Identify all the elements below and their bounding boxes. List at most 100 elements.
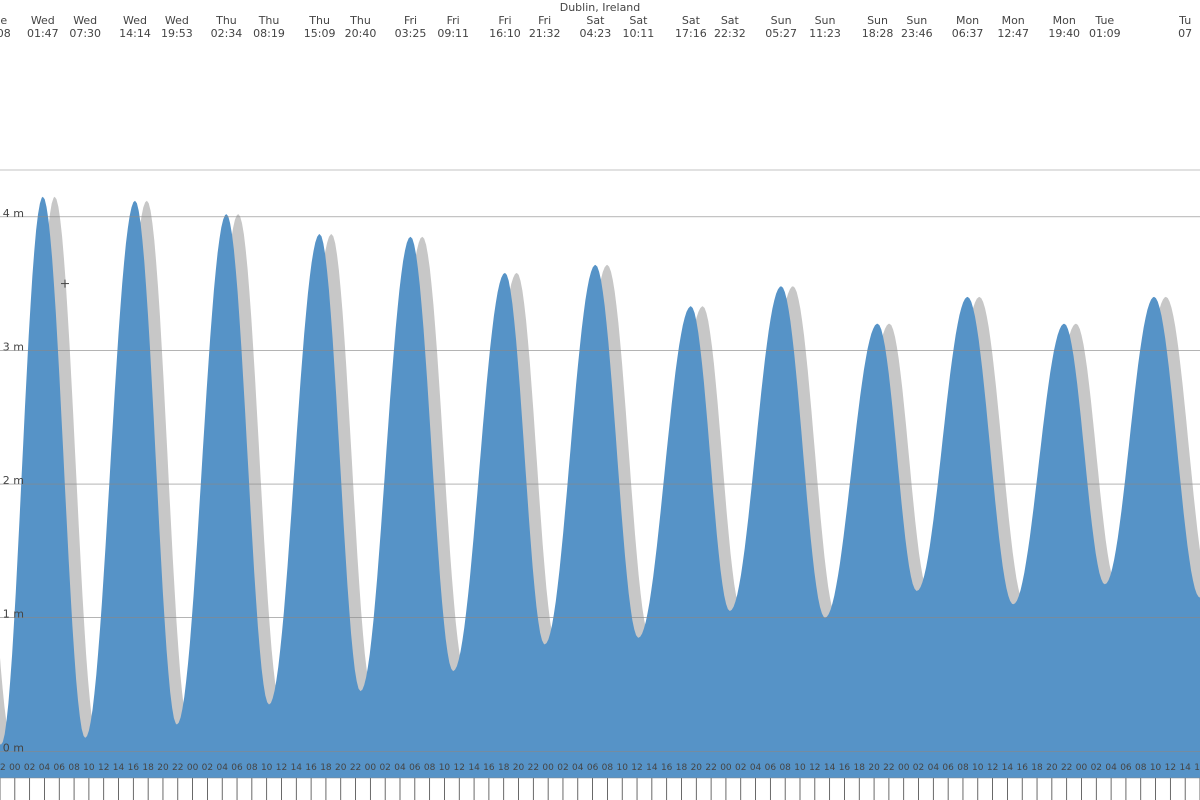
top-label-day: Sun (867, 14, 888, 27)
x-hour-label: 12 (98, 763, 109, 773)
x-hour-label: 02 (379, 763, 390, 773)
x-hour-label: 20 (868, 763, 880, 773)
top-label-time: 10:11 (623, 27, 655, 40)
x-hour-label: 06 (587, 763, 599, 773)
x-hour-label: 02 (1091, 763, 1102, 773)
x-hour-label: 14 (1002, 763, 1014, 773)
top-label-time: 07 (1178, 27, 1192, 40)
x-hour-label: 10 (794, 763, 806, 773)
x-hour-label: 20 (157, 763, 169, 773)
x-hour-label: 22 (172, 763, 183, 773)
x-hour-label: 22 (1061, 763, 1072, 773)
top-label-day: Sat (586, 14, 605, 27)
top-label-time: 16:10 (489, 27, 521, 40)
x-hour-label: 16 (1016, 763, 1028, 773)
top-label-day: Wed (123, 14, 147, 27)
x-hour-label: 06 (231, 763, 243, 773)
top-label-time: 01:09 (1089, 27, 1121, 40)
x-hour-label: 08 (424, 763, 436, 773)
x-hour-label: 16 (1194, 763, 1200, 773)
top-label-time: 08:19 (253, 27, 285, 40)
chart-svg: 0 m1 m2 m3 m4 m2200020406081012141618202… (0, 0, 1200, 800)
x-hour-label: 08 (246, 763, 258, 773)
top-label-day: Sun (906, 14, 927, 27)
x-hour-label: 20 (513, 763, 525, 773)
x-hour-label: 04 (928, 763, 940, 773)
x-hour-label: 08 (1135, 763, 1147, 773)
top-label-day: Wed (31, 14, 55, 27)
x-hour-label: 10 (261, 763, 273, 773)
x-hour-label: 00 (1076, 763, 1088, 773)
top-label-day: Sun (771, 14, 792, 27)
top-label-time: 07:30 (69, 27, 101, 40)
x-hour-label: 18 (854, 763, 866, 773)
top-label-time: 21:32 (529, 27, 561, 40)
top-label-day: Fri (498, 14, 511, 27)
x-hour-label: 18 (142, 763, 154, 773)
x-hour-label: 12 (987, 763, 998, 773)
x-hour-label: 04 (394, 763, 406, 773)
top-label-time: 17:16 (675, 27, 707, 40)
x-hour-label: 02 (735, 763, 746, 773)
x-hour-label: 12 (809, 763, 820, 773)
top-label-day: e (0, 14, 7, 27)
x-hour-label: 06 (1120, 763, 1132, 773)
top-label-time: 12:47 (997, 27, 1029, 40)
x-hour-label: 16 (839, 763, 851, 773)
x-hour-label: 18 (676, 763, 688, 773)
x-hour-label: 10 (1150, 763, 1162, 773)
x-hour-label: 18 (1031, 763, 1043, 773)
y-axis-label: 2 m (3, 474, 24, 487)
top-label-time: 04:23 (580, 27, 612, 40)
top-label-day: Sat (682, 14, 701, 27)
top-label-day: Thu (258, 14, 280, 27)
top-label-time: 05:27 (765, 27, 797, 40)
x-hour-label: 02 (913, 763, 924, 773)
x-hour-label: 22 (705, 763, 716, 773)
x-hour-label: 10 (83, 763, 95, 773)
x-hour-label: 22 (0, 763, 6, 773)
x-hour-label: 06 (942, 763, 954, 773)
x-hour-label: 04 (39, 763, 51, 773)
x-hour-label: 14 (824, 763, 836, 773)
top-label-time: 19:40 (1048, 27, 1080, 40)
top-label-time: 06:37 (952, 27, 984, 40)
top-label-time: 18:28 (862, 27, 894, 40)
x-hour-label: 18 (320, 763, 332, 773)
x-hour-label: 14 (646, 763, 658, 773)
x-hour-label: 04 (750, 763, 762, 773)
x-hour-label: 10 (616, 763, 628, 773)
x-hour-label: 02 (202, 763, 213, 773)
x-hour-label: 12 (276, 763, 287, 773)
x-hour-label: 00 (542, 763, 554, 773)
x-hour-label: 08 (957, 763, 969, 773)
x-hour-label: 00 (9, 763, 21, 773)
x-hour-label: 04 (216, 763, 228, 773)
top-label-day: Sat (721, 14, 740, 27)
x-hour-label: 22 (350, 763, 361, 773)
x-hour-label: 00 (720, 763, 732, 773)
x-hour-label: 08 (68, 763, 80, 773)
x-hour-label: 20 (1046, 763, 1058, 773)
top-label-time: 08 (0, 27, 11, 40)
x-hour-label: 14 (468, 763, 480, 773)
top-label-day: Wed (73, 14, 97, 27)
x-hour-label: 14 (1179, 763, 1191, 773)
x-hour-label: 16 (483, 763, 495, 773)
x-hour-label: 22 (528, 763, 539, 773)
x-hour-label: 10 (439, 763, 451, 773)
top-label-time: 09:11 (437, 27, 469, 40)
x-hour-label: 08 (779, 763, 791, 773)
top-label-day: Mon (1053, 14, 1076, 27)
x-hour-label: 16 (128, 763, 140, 773)
top-label-day: Wed (165, 14, 189, 27)
top-label-day: Fri (538, 14, 551, 27)
top-label-time: 20:40 (345, 27, 377, 40)
top-label-time: 01:47 (27, 27, 59, 40)
top-label-day: Sun (815, 14, 836, 27)
x-hour-label: 00 (365, 763, 377, 773)
y-axis-label: 0 m (3, 741, 24, 754)
x-hour-label: 00 (187, 763, 199, 773)
x-hour-label: 10 (972, 763, 984, 773)
top-label-day: Thu (215, 14, 237, 27)
